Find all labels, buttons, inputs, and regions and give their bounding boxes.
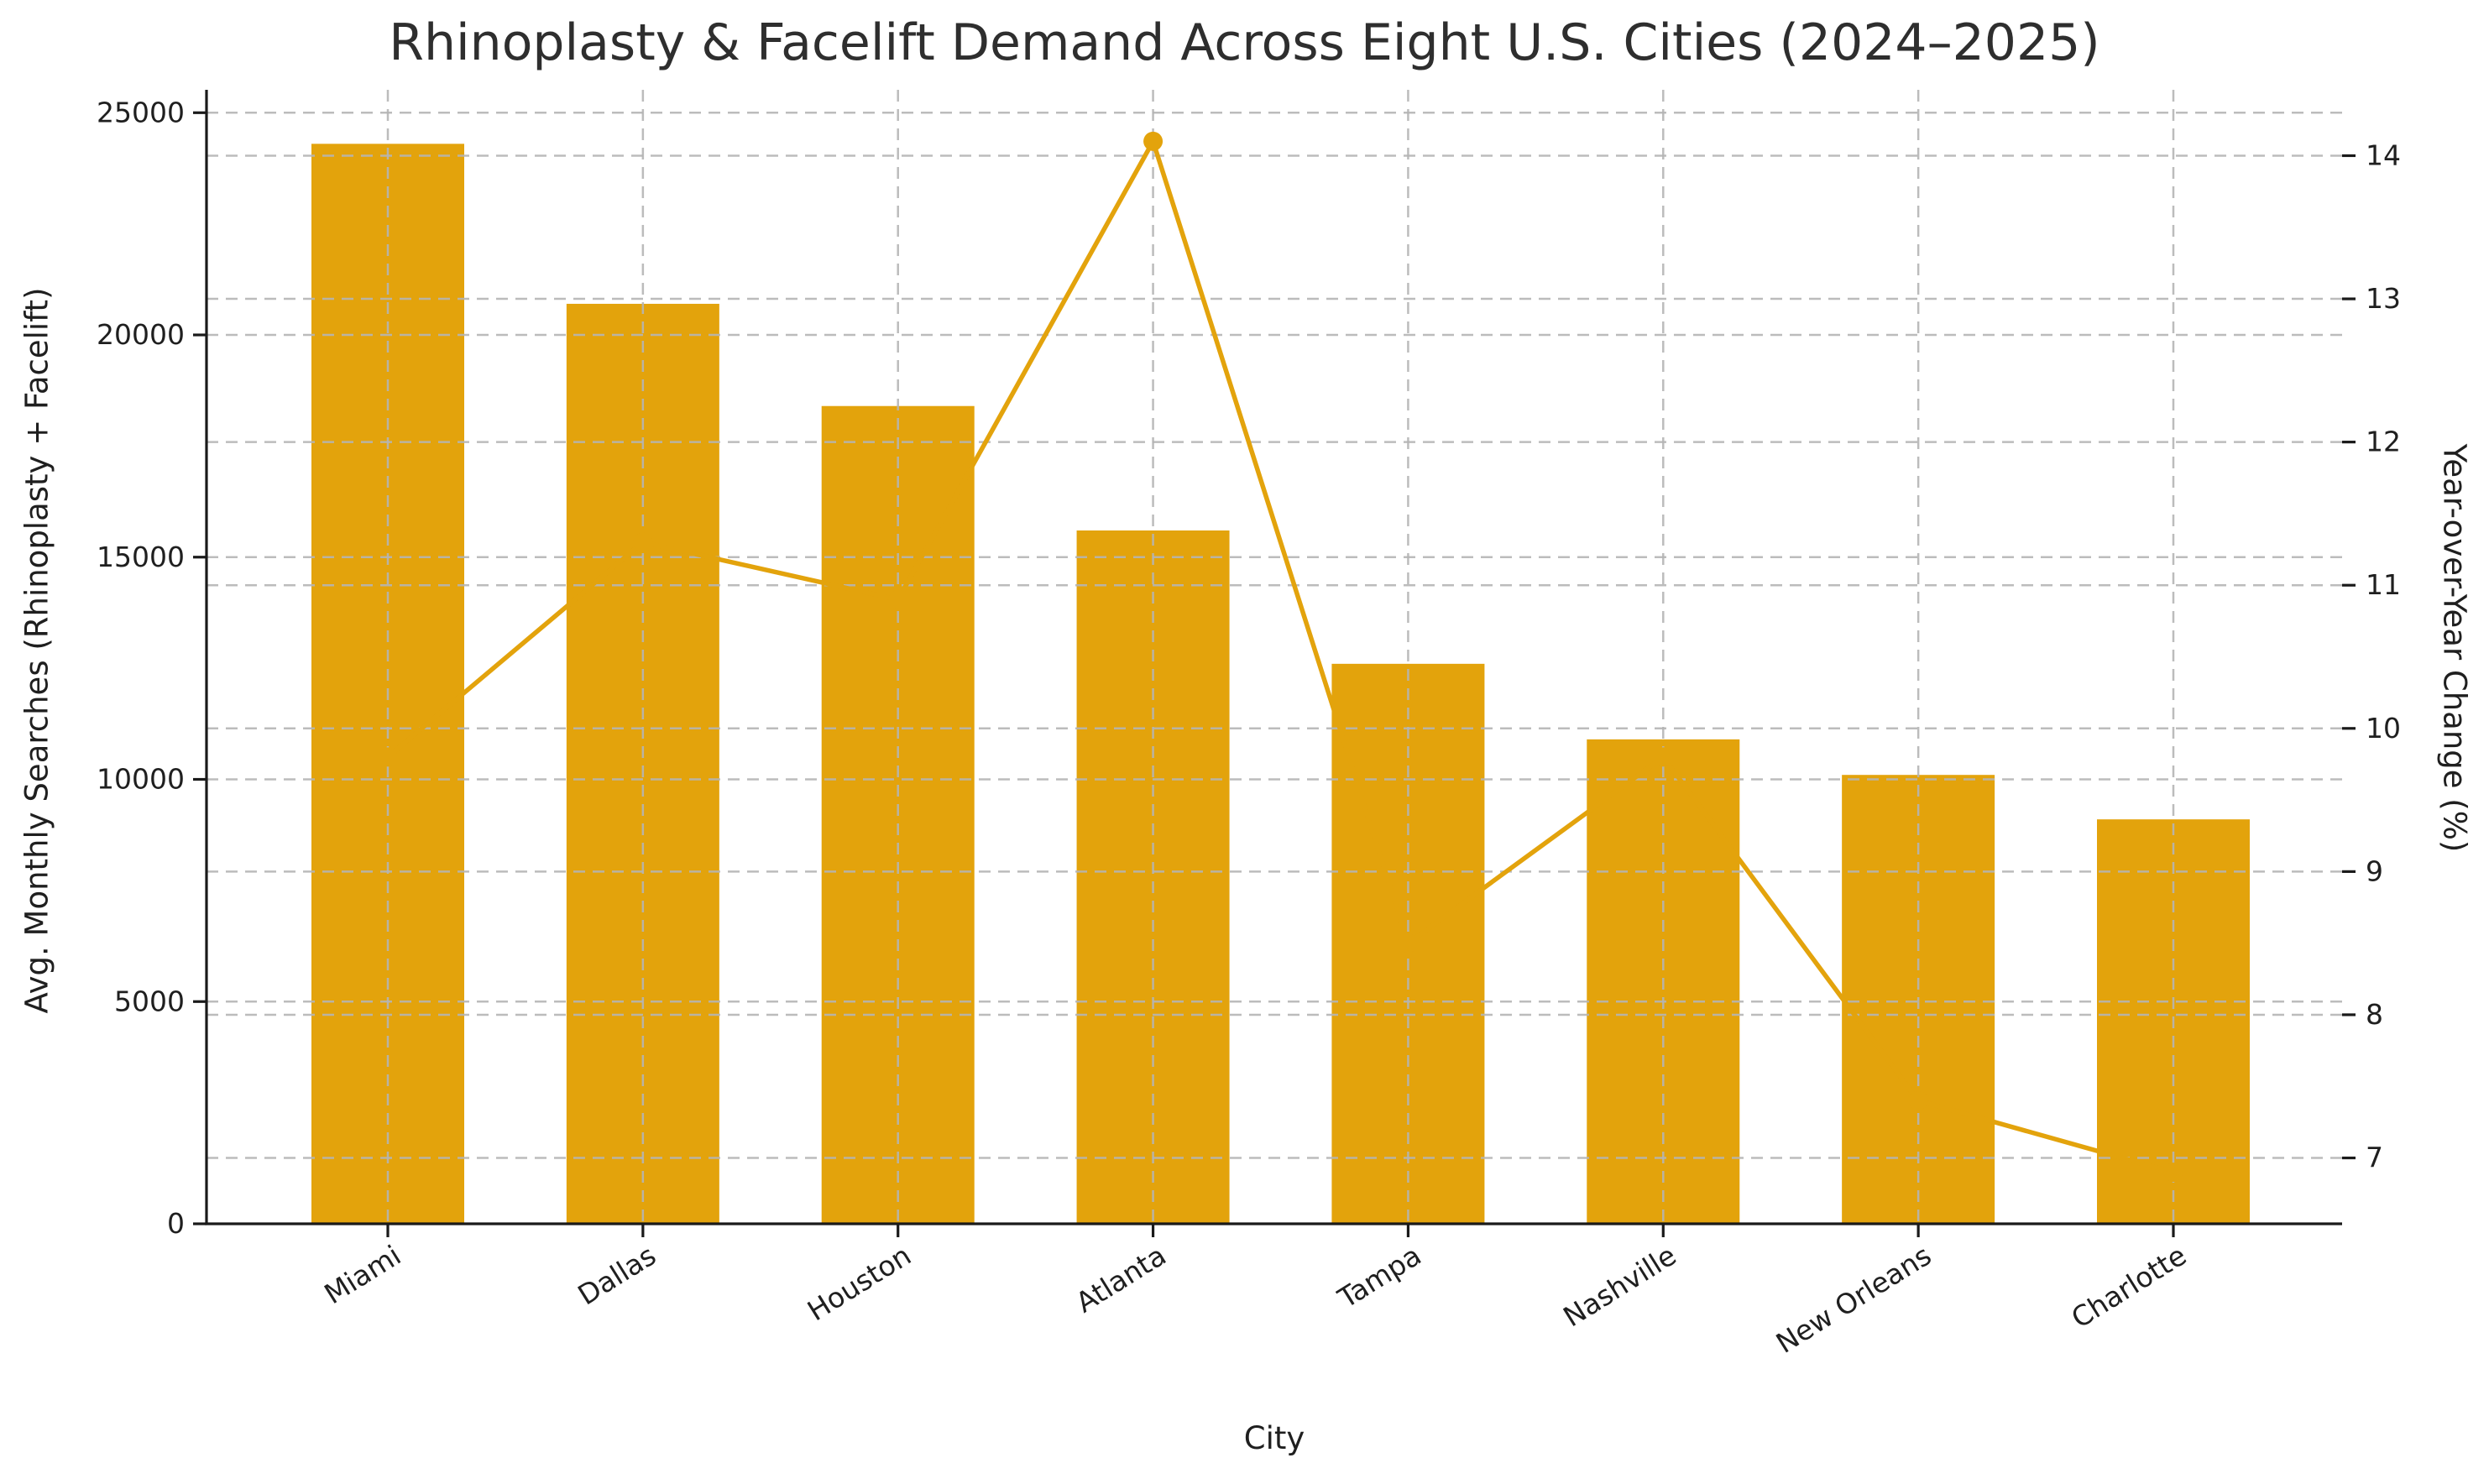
y-tick-label-right-8: 8 [2366,998,2383,1031]
y-tick-label-left-10000: 10000 [97,763,185,796]
y-axis-label-left: Avg. Monthly Searches (Rhinoplasty + Fac… [18,287,55,1014]
y-tick-label-left-5000: 5000 [114,985,185,1017]
y-tick-label-right-10: 10 [2366,712,2401,745]
x-tick-label-charlotte: Charlotte [2066,1239,2193,1335]
y-tick-label-right-13: 13 [2366,282,2401,315]
y-tick-label-left-15000: 15000 [97,541,185,573]
data-point-marker-houston [888,589,908,609]
x-tick-label-tampa: Tampa [1331,1239,1426,1315]
y-tick-label-left-0: 0 [167,1207,185,1240]
data-point-marker-charlotte [2163,1163,2183,1183]
y-tick-label-left-20000: 20000 [97,318,185,351]
x-tick-label-miami: Miami [318,1239,406,1311]
bar-atlanta [1076,530,1230,1224]
chart-title: Rhinoplasty & Facelift Demand Across Eig… [389,13,2100,72]
axes-layer [193,90,2356,1237]
y-tick-label-right-7: 7 [2366,1142,2383,1174]
x-tick-label-houston: Houston [802,1239,917,1328]
y-tick-label-right-14: 14 [2366,138,2401,171]
line-series-layer [378,131,2183,1183]
data-point-marker-tampa [1398,933,1418,954]
y-tick-label-right-11: 11 [2366,568,2401,601]
trend-line [385,138,2176,1175]
x-tick-label-nashville: Nashville [1557,1239,1681,1334]
data-point-marker-miami [378,747,398,767]
y-tick-label-right-12: 12 [2366,426,2401,458]
x-tick-label-atlanta: Atlanta [1070,1239,1172,1319]
y-tick-label-right-9: 9 [2366,854,2383,887]
data-point-marker-atlanta [1143,131,1163,151]
data-point-marker-nashville [1653,747,1673,767]
data-point-marker-dallas [633,532,653,552]
y-axis-label-right: Year-over-Year Change (%) [2436,443,2473,853]
x-tick-label-new-orleans: New Orleans [1770,1239,1937,1360]
y-tick-label-left-25000: 25000 [97,96,185,128]
data-point-marker-new-orleans [1908,1090,1928,1110]
x-tick-label-dallas: Dallas [572,1239,661,1312]
grid-layer [207,90,2342,1224]
x-axis-label: City [1243,1420,1305,1456]
bars-layer [311,144,2250,1224]
